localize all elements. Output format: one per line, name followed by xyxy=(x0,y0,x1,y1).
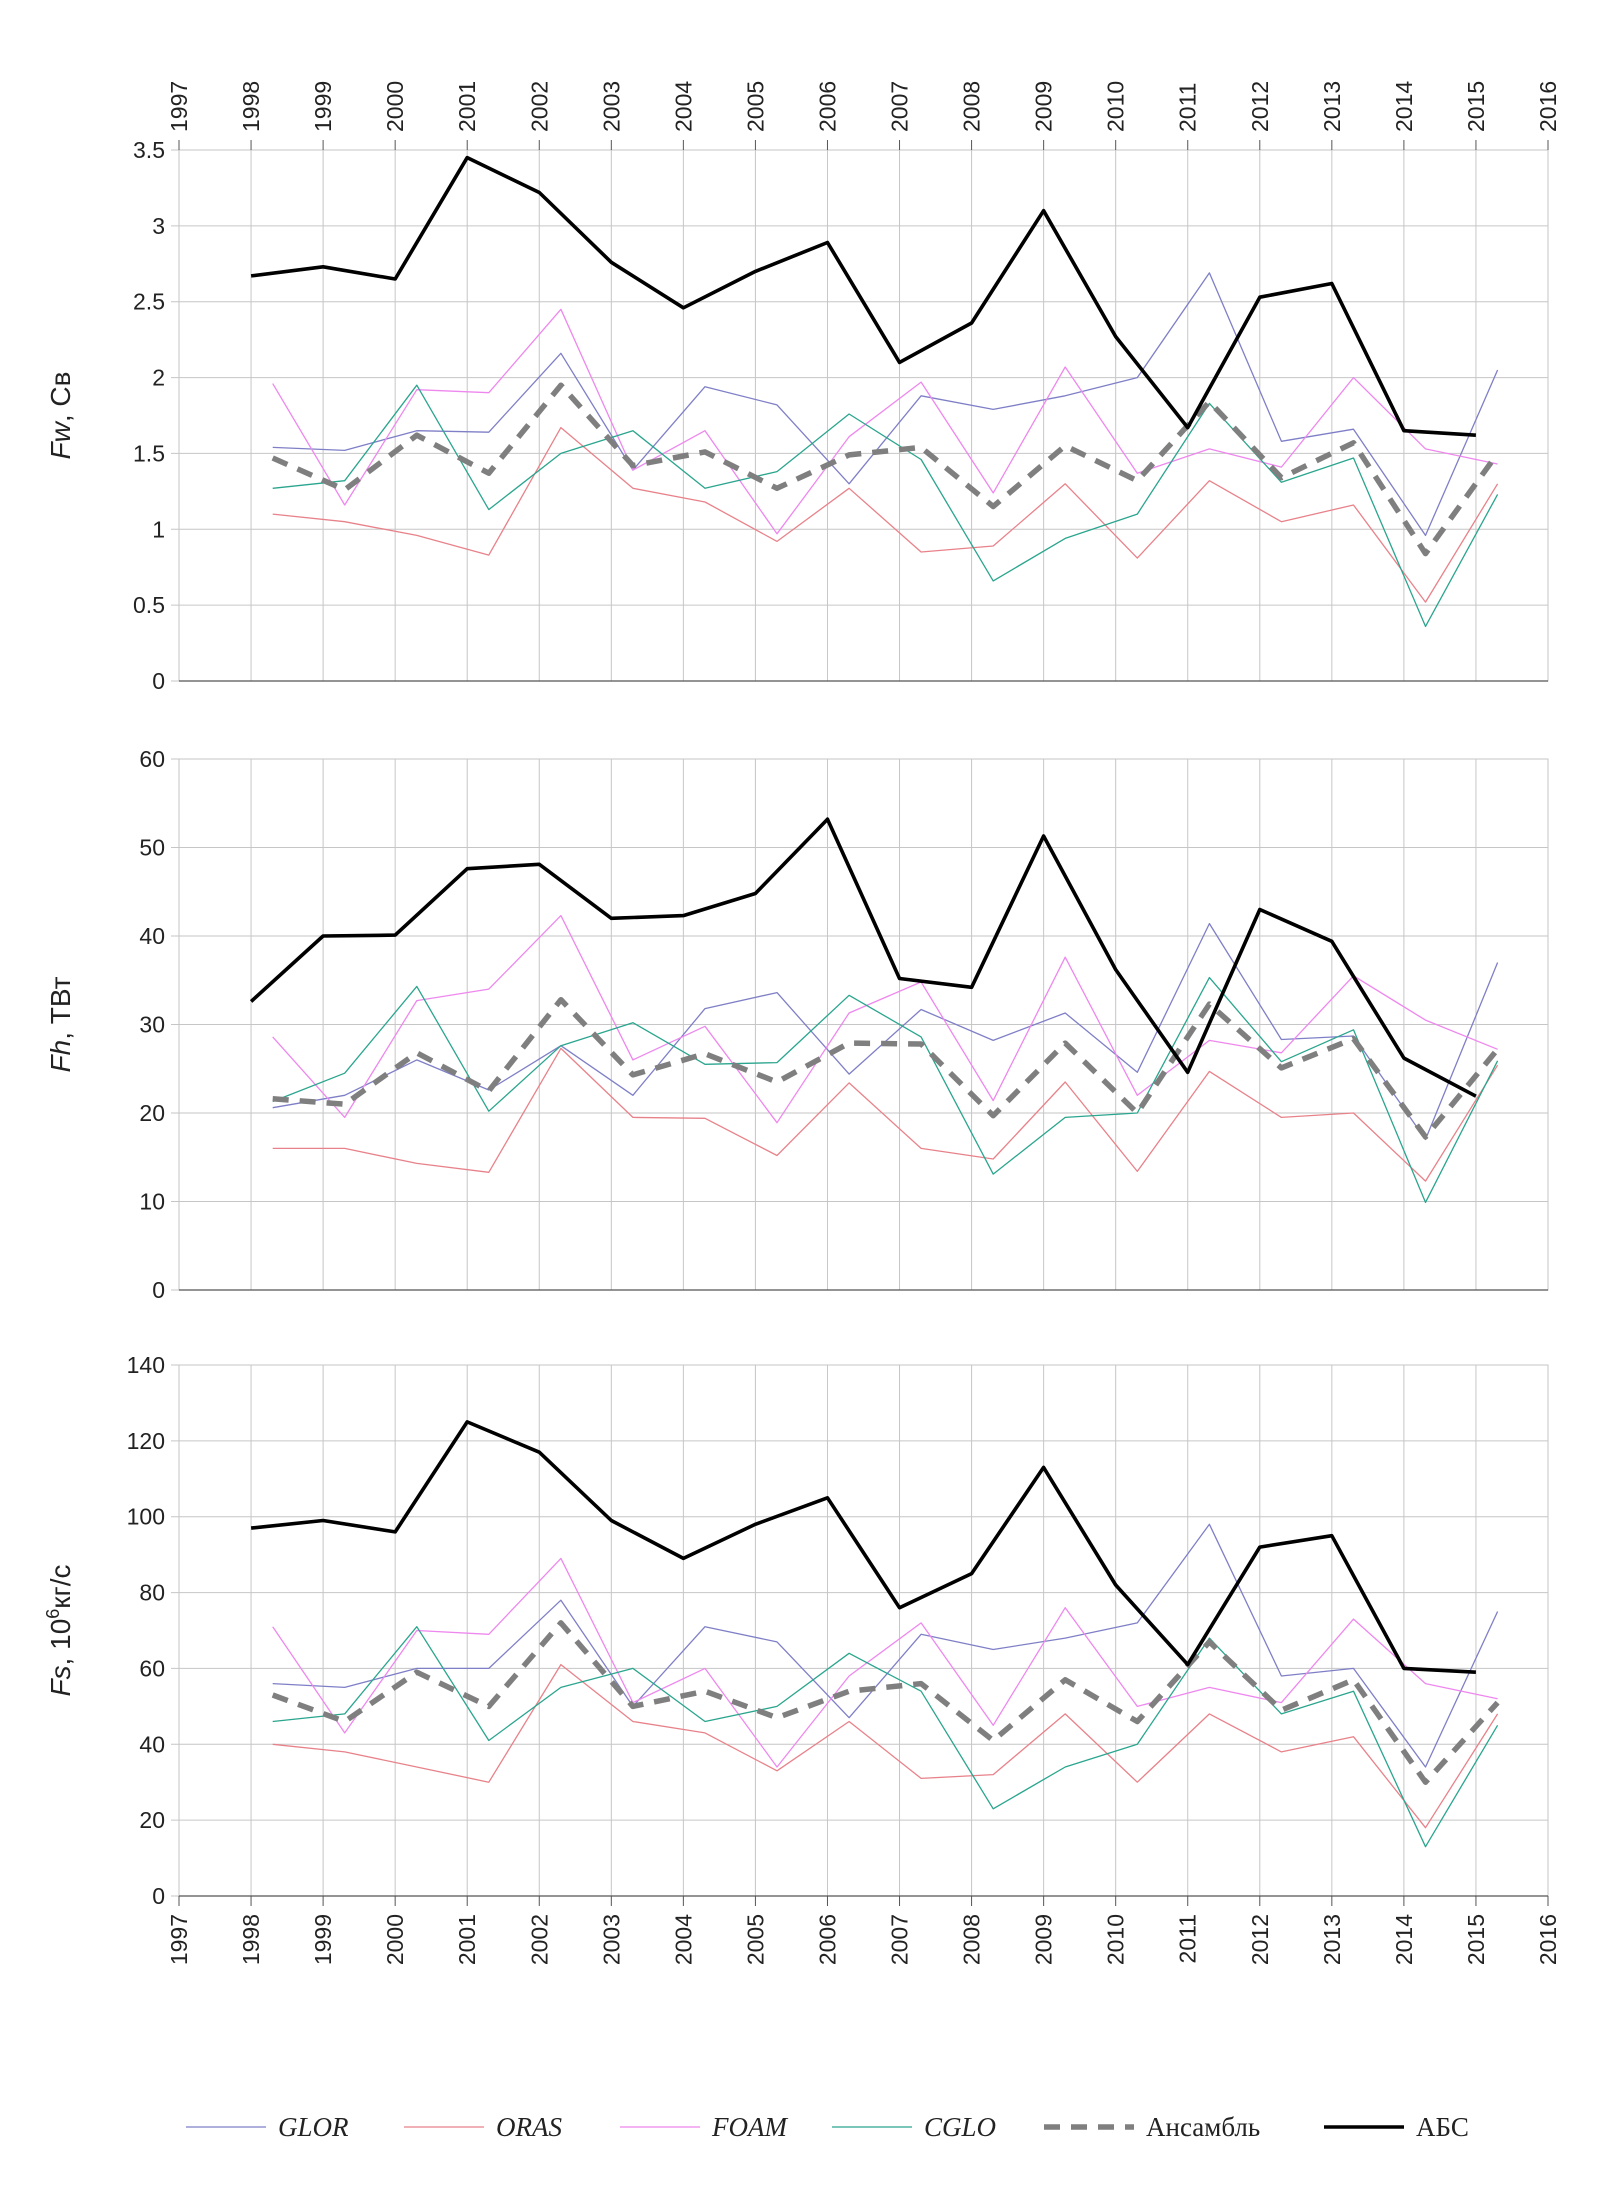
y-tick-label: 3.5 xyxy=(133,137,165,163)
legend-label-ensemble: Ансамбль xyxy=(1146,2112,1260,2142)
x-tick-label-bottom: 2011 xyxy=(1175,1914,1201,1963)
y-tick-label: 3 xyxy=(152,213,165,239)
x-tick-label-bottom: 1998 xyxy=(238,1914,264,1965)
y-tick-label: 0 xyxy=(152,1277,165,1303)
x-tick-label-bottom: 2016 xyxy=(1535,1914,1561,1965)
series-line-glor xyxy=(272,1523,1499,1768)
y-tick-label: 1 xyxy=(152,516,165,542)
plot-frame xyxy=(178,1364,1549,1897)
x-tick-label-top: 1999 xyxy=(310,81,336,132)
y-tick-label: 0 xyxy=(152,1883,165,1909)
series-line-ensemble xyxy=(271,1620,1500,1785)
y-tick-label: 80 xyxy=(139,1580,165,1606)
series-line-foam xyxy=(272,1557,1498,1768)
legend-label-oras: ORAS xyxy=(496,2112,562,2142)
legend-label-foam: FOAM xyxy=(711,2112,788,2142)
y-tick-label: 120 xyxy=(127,1428,165,1454)
x-tick-label-top: 2007 xyxy=(887,81,913,132)
x-tick-label-top: 2008 xyxy=(959,81,985,132)
y-tick-label: 40 xyxy=(139,1731,165,1757)
x-tick-label-bottom: 2001 xyxy=(454,1914,480,1965)
x-tick-label-bottom: 1997 xyxy=(166,1914,192,1965)
x-tick-label-top: 2003 xyxy=(598,81,624,132)
x-tick-label-bottom: 2004 xyxy=(670,1914,696,1965)
legend-label-glor: GLOR xyxy=(278,2112,349,2142)
x-tick-label-bottom: 2015 xyxy=(1463,1914,1489,1965)
x-tick-label-top: 1997 xyxy=(166,81,192,132)
chart-panel-fh: 0 10 20 30 40 50 60 Fh, ТВт xyxy=(45,746,1549,1303)
y-tick-label: 1.5 xyxy=(133,440,165,466)
x-tick-label-bottom: 2014 xyxy=(1391,1914,1417,1965)
series-line-cglo xyxy=(272,976,1499,1204)
y-tick-label: 20 xyxy=(139,1100,165,1126)
series-line-oras xyxy=(272,1047,1499,1182)
y-tick-label: 40 xyxy=(139,923,165,949)
x-tick-label-top: 2000 xyxy=(382,81,408,132)
x-tick-label-bottom: 2006 xyxy=(814,1914,840,1965)
series-line-ensemble xyxy=(272,996,1500,1140)
x-tick-label-top: 2004 xyxy=(670,81,696,132)
x-tick-label-top: 2016 xyxy=(1535,81,1561,132)
x-tick-label-top: 2001 xyxy=(454,81,480,132)
x-tick-label-bottom: 2009 xyxy=(1031,1914,1057,1965)
x-tick-label-top: 2014 xyxy=(1391,81,1417,132)
series-line-ensemble xyxy=(271,382,1500,557)
series-line-glor xyxy=(272,922,1499,1141)
x-tick-label-bottom: 2005 xyxy=(742,1914,768,1965)
series-line-cglo xyxy=(272,1626,1499,1848)
x-tick-label-top: 2006 xyxy=(814,81,840,132)
x-tick-label-top: 1998 xyxy=(238,81,264,132)
y-tick-label: 10 xyxy=(139,1189,165,1215)
y-tick-label: 60 xyxy=(139,746,165,772)
x-tick-label-top: 2002 xyxy=(526,81,552,132)
y-axis-label: Fs, 106кг/с xyxy=(43,1564,76,1696)
x-tick-label-bottom: 2003 xyxy=(598,1914,624,1965)
plot-frame xyxy=(178,149,1549,682)
legend-label-abs: АБС xyxy=(1416,2112,1469,2142)
series-line-cglo xyxy=(272,384,1499,628)
legend-label-cglo: CGLO xyxy=(924,2112,996,2142)
y-tick-label: 20 xyxy=(139,1807,165,1833)
series-line-abs xyxy=(249,817,1477,1098)
x-tick-label-bottom: 2007 xyxy=(887,1914,913,1965)
x-tick-label-bottom: 2012 xyxy=(1247,1914,1273,1965)
series-line-oras xyxy=(272,1663,1499,1829)
y-tick-label: 0.5 xyxy=(133,592,165,618)
legend: GLOR ORAS FOAM CGLO Ансамбль АБС xyxy=(186,2112,1469,2142)
x-tick-label-bottom: 2008 xyxy=(959,1914,985,1965)
x-tick-label-bottom: 2013 xyxy=(1319,1914,1345,1965)
y-tick-label: 0 xyxy=(152,668,165,694)
x-tick-label-top: 2009 xyxy=(1031,81,1057,132)
x-tick-label-bottom: 2002 xyxy=(526,1914,552,1965)
series-line-foam xyxy=(272,308,1498,535)
y-axis-label: Fw, Св xyxy=(45,372,76,460)
y-tick-label: 2.5 xyxy=(133,289,165,315)
x-tick-label-top: 2011 xyxy=(1175,83,1201,132)
y-tick-label: 140 xyxy=(127,1352,165,1378)
x-tick-label-bottom: 2000 xyxy=(382,1914,408,1965)
chart-panel-fs: 0 20 40 60 80 100 120 140 1997 1998 1999 2000 2001 20… xyxy=(43,1352,1561,1965)
x-tick-label-top: 2015 xyxy=(1463,81,1489,132)
x-tick-label-bottom: 2010 xyxy=(1103,1914,1129,1965)
y-tick-label: 2 xyxy=(152,365,165,391)
x-tick-label-top: 2012 xyxy=(1247,81,1273,132)
series-line-glor xyxy=(272,272,1499,537)
x-tick-label-bottom: 1999 xyxy=(310,1914,336,1965)
y-tick-label: 100 xyxy=(127,1504,165,1530)
x-tick-label-top: 2005 xyxy=(742,81,768,132)
y-axis-label: Fh, ТВт xyxy=(45,976,76,1072)
x-tick-label-top: 2010 xyxy=(1103,81,1129,132)
x-tick-label-top: 2013 xyxy=(1319,81,1345,132)
series-line-abs xyxy=(250,1420,1476,1674)
series-line-oras xyxy=(272,426,1499,603)
y-tick-label: 50 xyxy=(139,835,165,861)
series-line-foam xyxy=(272,914,1498,1124)
y-tick-label: 60 xyxy=(139,1655,165,1681)
y-tick-label: 30 xyxy=(139,1012,165,1038)
series-line-abs xyxy=(250,155,1477,437)
